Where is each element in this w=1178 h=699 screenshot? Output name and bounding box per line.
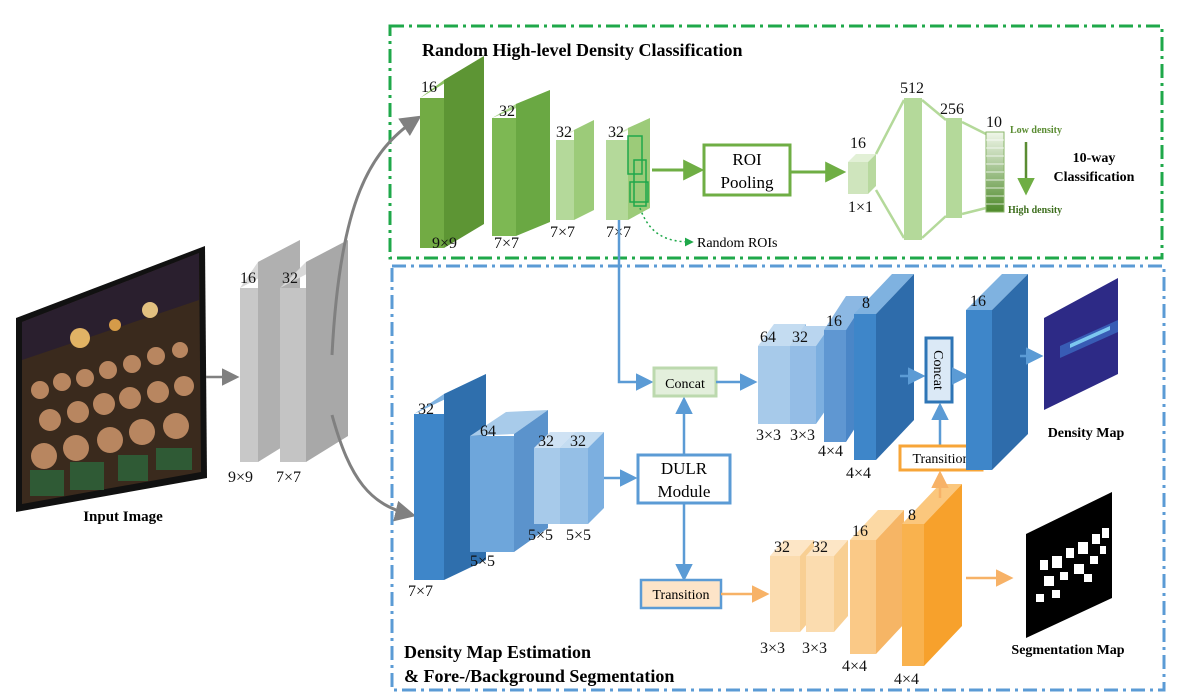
enc-ch-1: 32: [418, 401, 434, 418]
backbone-kernel-1: 9×9: [228, 469, 253, 486]
fc-kernel: 1×1: [848, 199, 873, 216]
final-density-layer: [966, 274, 1028, 470]
seg-dec-kernel-2: 3×3: [802, 640, 827, 657]
seg-dec-layer-4: [902, 484, 962, 666]
classification-title: Random High-level Density Classification: [422, 40, 743, 60]
seg-dec-kernel-3: 4×4: [842, 658, 867, 675]
input-image: [16, 246, 207, 512]
arrow-to-classification: [330, 115, 422, 356]
transition2-label: Transition: [912, 452, 969, 467]
cls-layer-4: [606, 118, 650, 220]
dulr-line-2: Module: [658, 482, 711, 501]
seg-dec-ch-2: 32: [812, 539, 828, 556]
den-dec-ch-4: 8: [862, 295, 870, 312]
enc-ch-2: 64: [480, 423, 496, 440]
cls-ch-3: 32: [556, 124, 572, 141]
fc-ch-10: 10: [986, 114, 1002, 131]
den-dec-kernel-4: 4×4: [846, 465, 871, 482]
cls-ch-2: 32: [499, 103, 515, 120]
backbone-ch-2: 32: [282, 270, 298, 287]
density-class-bar: [985, 131, 1005, 213]
fc-ch-16: 16: [850, 135, 866, 152]
seg-dec-layer-2: [806, 540, 848, 632]
den-dec-ch-3: 16: [826, 313, 842, 330]
enc-ch-3: 32: [538, 433, 554, 450]
density-map-label: Density Map: [1048, 426, 1125, 441]
classification-label-2: Classification: [1054, 170, 1135, 185]
cls-kernel-2: 7×7: [494, 235, 519, 252]
enc-layer-4: [560, 432, 604, 524]
fc-connections: [874, 99, 987, 239]
enc-ch-4: 32: [570, 433, 586, 450]
transition-label: Transition: [652, 588, 709, 603]
enc-kernel-3: 5×5: [528, 527, 553, 544]
cls-layer-2: [492, 90, 550, 236]
segmentation-map-image: [1026, 492, 1112, 638]
high-density-label: High density: [1008, 205, 1062, 216]
cls-ch-1: 16: [421, 79, 437, 96]
fc-256: [946, 118, 962, 218]
den-dec-kernel-2: 3×3: [790, 427, 815, 444]
concat2-label: Concat: [930, 350, 945, 390]
segmentation-map-label: Segmentation Map: [1011, 643, 1124, 658]
input-image-label: Input Image: [83, 509, 163, 525]
dulr-line-1: DULR: [661, 459, 708, 478]
den-dec-kernel-1: 3×3: [756, 427, 781, 444]
estimation-title-1: Density Map Estimation: [404, 642, 591, 662]
seg-dec-layer-3: [850, 510, 904, 654]
roi-line-1: ROI: [732, 150, 762, 169]
cls-layer-3: [556, 120, 594, 220]
roi-pooling-box: [702, 143, 792, 197]
den-dec-kernel-3: 4×4: [818, 443, 843, 460]
random-rois-label: Random ROIs: [697, 236, 778, 251]
arrow-to-estimation: [330, 414, 417, 522]
seg-dec-ch-4: 8: [908, 507, 916, 524]
estimation-title-2: & Fore-/Background Segmentation: [404, 666, 674, 686]
density-map-image: [1044, 278, 1118, 410]
roi-line-2: Pooling: [721, 173, 774, 192]
den-dec-ch-1: 64: [760, 329, 776, 346]
final-ch: 16: [970, 293, 986, 310]
fc-512: [904, 98, 922, 240]
seg-dec-ch-1: 32: [774, 539, 790, 556]
fc-ch-512: 512: [900, 80, 924, 97]
seg-dec-ch-3: 16: [852, 523, 868, 540]
cls-layer-1: [420, 56, 484, 248]
concat-label: Concat: [665, 377, 705, 392]
backbone-ch-1: 16: [240, 270, 256, 287]
classification-label-1: 10-way: [1073, 151, 1116, 166]
backbone-kernel-2: 7×7: [276, 469, 301, 486]
arrow-random-rois: [639, 207, 694, 247]
seg-dec-kernel-4: 4×4: [894, 671, 919, 688]
seg-dec-kernel-1: 3×3: [760, 640, 785, 657]
cls-kernel-1: 9×9: [432, 235, 457, 252]
den-dec-layer-4: [854, 274, 914, 460]
cls-kernel-3: 7×7: [550, 224, 575, 241]
den-dec-ch-2: 32: [792, 329, 808, 346]
estimation-frame: [390, 264, 1166, 692]
enc-kernel-4: 5×5: [566, 527, 591, 544]
enc-kernel-2: 5×5: [470, 553, 495, 570]
cls-ch-4: 32: [608, 124, 624, 141]
enc-kernel-1: 7×7: [408, 583, 433, 600]
fc-16: [848, 154, 876, 194]
fc-ch-256: 256: [940, 101, 964, 118]
low-density-label: Low density: [1010, 125, 1062, 136]
concat2-box: [924, 336, 954, 404]
arrow-cls-concat: [617, 220, 654, 391]
